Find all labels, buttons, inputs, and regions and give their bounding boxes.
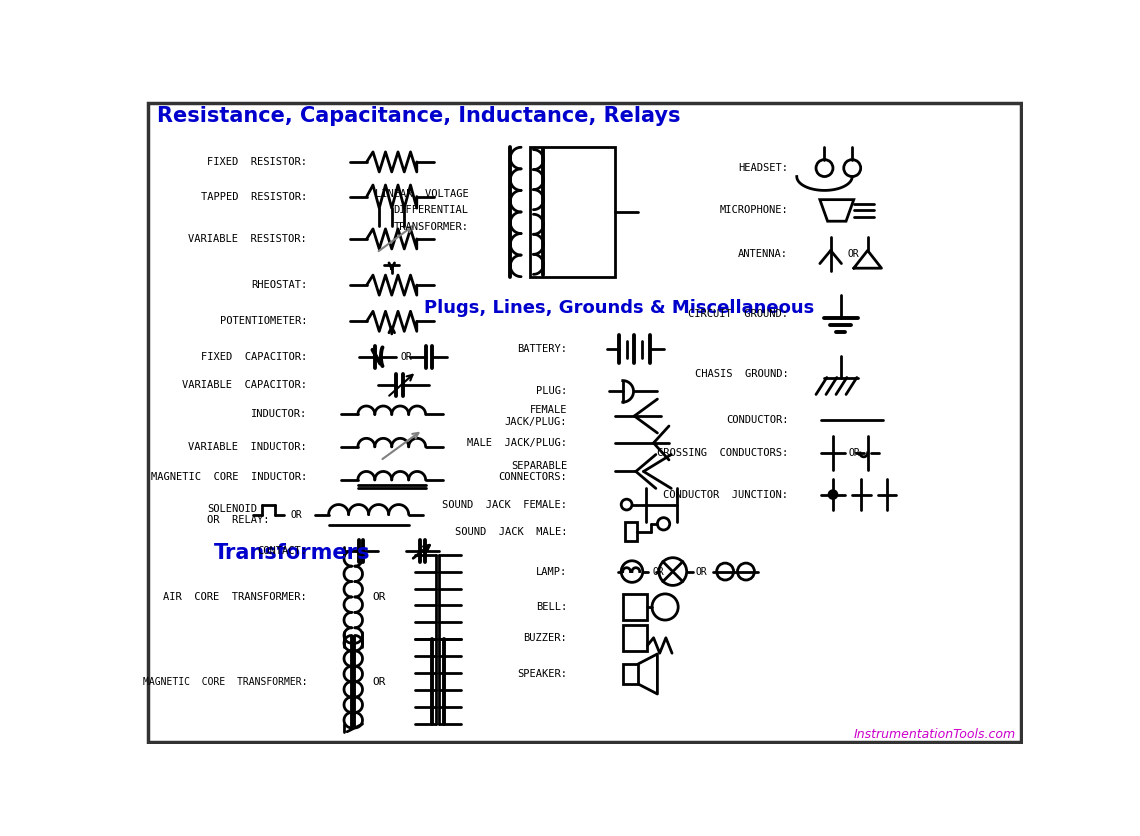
- Text: CIRCUIT  GROUND:: CIRCUIT GROUND:: [689, 308, 788, 319]
- Text: CONDUCTOR:: CONDUCTOR:: [726, 415, 788, 425]
- Bar: [622, 664, 638, 684]
- Text: SOLENOID
OR  RELAY:: SOLENOID OR RELAY:: [207, 504, 269, 525]
- Text: PLUG:: PLUG:: [536, 386, 568, 396]
- Text: OR: OR: [290, 510, 302, 520]
- Text: MALE  JACK/PLUG:: MALE JACK/PLUG:: [467, 438, 568, 448]
- Text: MICROPHONE:: MICROPHONE:: [719, 206, 788, 216]
- Text: CROSSING  CONDUCTORS:: CROSSING CONDUCTORS:: [657, 448, 788, 458]
- Text: MAGNETIC  CORE  TRANSFORMER:: MAGNETIC CORE TRANSFORMER:: [142, 676, 307, 686]
- Circle shape: [829, 490, 838, 499]
- Text: SOUND  JACK  MALE:: SOUND JACK MALE:: [455, 527, 568, 537]
- Text: SOUND  JACK  FEMALE:: SOUND JACK FEMALE:: [442, 500, 568, 510]
- Text: FIXED  RESISTOR:: FIXED RESISTOR:: [207, 157, 307, 167]
- Text: BUZZER:: BUZZER:: [523, 633, 568, 643]
- Text: MAGNETIC  CORE  INDUCTOR:: MAGNETIC CORE INDUCTOR:: [150, 472, 307, 482]
- Text: FIXED  CAPACITOR:: FIXED CAPACITOR:: [201, 352, 307, 362]
- Bar: [625, 522, 637, 541]
- Text: OR: OR: [695, 567, 708, 577]
- Text: OR: OR: [401, 352, 413, 362]
- Text: AIR  CORE  TRANSFORMER:: AIR CORE TRANSFORMER:: [163, 592, 307, 602]
- Text: BATTERY:: BATTERY:: [518, 344, 568, 354]
- Bar: [622, 594, 648, 620]
- Bar: [530, 146, 616, 278]
- Text: BELL:: BELL:: [536, 602, 568, 612]
- Text: InstrumentationTools.com: InstrumentationTools.com: [854, 727, 1016, 741]
- Text: OR: OR: [653, 567, 665, 577]
- Text: ANTENNA:: ANTENNA:: [739, 249, 788, 259]
- Text: OR: OR: [848, 448, 860, 458]
- Text: Transformers: Transformers: [213, 543, 369, 563]
- Text: HEADSET:: HEADSET:: [739, 163, 788, 173]
- Text: FEMALE
JACK/PLUG:: FEMALE JACK/PLUG:: [505, 405, 568, 427]
- Text: SEPARABLE
CONNECTORS:: SEPARABLE CONNECTORS:: [498, 461, 568, 482]
- Text: VARIABLE  RESISTOR:: VARIABLE RESISTOR:: [188, 234, 307, 244]
- Text: SPEAKER:: SPEAKER:: [518, 669, 568, 679]
- Text: OR: OR: [373, 592, 386, 602]
- Text: VARIABLE  CAPACITOR:: VARIABLE CAPACITOR:: [182, 380, 307, 390]
- Text: LINEAR  VOLTAGE
DIFFERENTIAL
TRANSFORMER:: LINEAR VOLTAGE DIFFERENTIAL TRANSFORMER:: [375, 189, 469, 232]
- Text: TAPPED  RESISTOR:: TAPPED RESISTOR:: [201, 191, 307, 201]
- Text: CONDUCTOR  JUNCTION:: CONDUCTOR JUNCTION:: [663, 490, 788, 500]
- Text: OR: OR: [373, 676, 386, 686]
- Bar: [622, 624, 648, 651]
- Text: CHASIS  GROUND:: CHASIS GROUND:: [694, 369, 788, 379]
- Text: Plugs, Lines, Grounds & Miscellaneous: Plugs, Lines, Grounds & Miscellaneous: [424, 299, 814, 317]
- Text: OR: OR: [848, 249, 860, 259]
- Text: VARIABLE  INDUCTOR:: VARIABLE INDUCTOR:: [188, 441, 307, 451]
- Text: POTENTIOMETER:: POTENTIOMETER:: [220, 316, 307, 326]
- Text: RHEOSTAT:: RHEOSTAT:: [251, 280, 307, 290]
- Text: LAMP:: LAMP:: [536, 567, 568, 577]
- Text: Resistance, Capacitance, Inductance, Relays: Resistance, Capacitance, Inductance, Rel…: [157, 106, 681, 126]
- Text: CONTACT:: CONTACT:: [256, 546, 307, 556]
- Text: INDUCTOR:: INDUCTOR:: [251, 410, 307, 420]
